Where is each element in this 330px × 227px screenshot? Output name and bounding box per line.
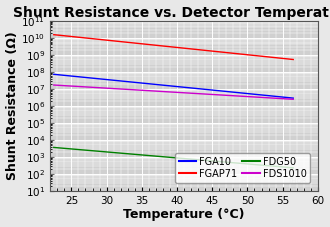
Text: THOR: THOR <box>287 178 307 184</box>
Title: Shunt Resistance vs. Detector Temperature: Shunt Resistance vs. Detector Temperatur… <box>13 5 330 20</box>
Legend: FGA10, FGAP71, FDG50, FDS1010: FGA10, FGAP71, FDG50, FDS1010 <box>175 153 310 183</box>
Y-axis label: Shunt Resistance (Ω): Shunt Resistance (Ω) <box>6 31 18 180</box>
X-axis label: Temperature (°C): Temperature (°C) <box>123 208 245 222</box>
